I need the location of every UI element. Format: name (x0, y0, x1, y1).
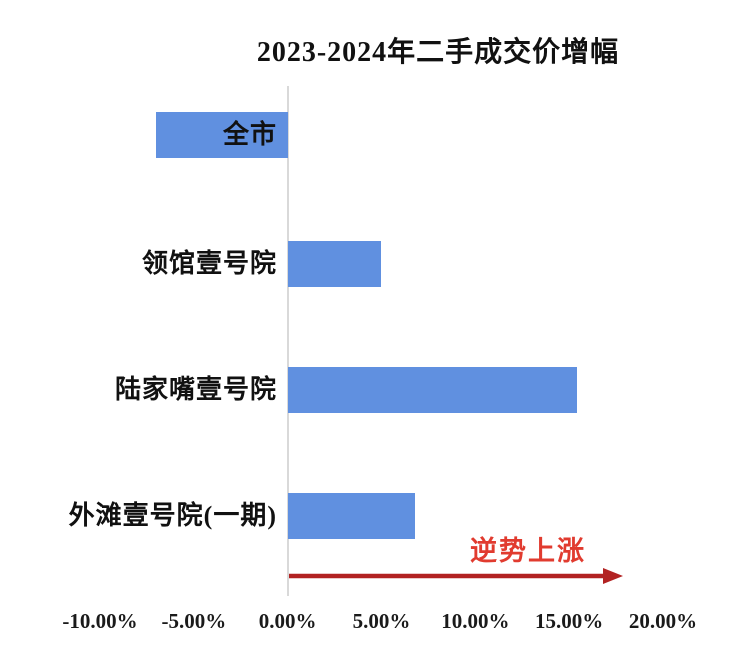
x-tick-label-1: -5.00% (161, 609, 227, 633)
category-label-0: 全市 (222, 120, 277, 149)
x-tick-label-0: -10.00% (62, 609, 138, 633)
bar-3 (287, 493, 416, 539)
x-tick-label-6: 20.00% (628, 609, 698, 633)
x-tick-label-3: 5.00% (352, 609, 411, 633)
category-label-1: 领馆壹号院 (141, 249, 277, 278)
zero-axis-line (287, 86, 289, 596)
category-label-2: 陆家嘴壹号院 (114, 375, 277, 404)
category-label-3: 外滩壹号院(一期) (68, 501, 277, 530)
bar-0 (156, 112, 288, 158)
bar-1 (287, 241, 382, 287)
bar-2 (287, 367, 577, 413)
x-tick-label-2: 0.00% (258, 609, 317, 633)
annotation-text: 逆势上涨 (470, 536, 586, 566)
chart-title: 2023-2024年二手成交价增幅 (256, 37, 620, 68)
x-tick-label-4: 10.00% (441, 609, 510, 633)
x-tick-label-5: 15.00% (535, 609, 604, 633)
